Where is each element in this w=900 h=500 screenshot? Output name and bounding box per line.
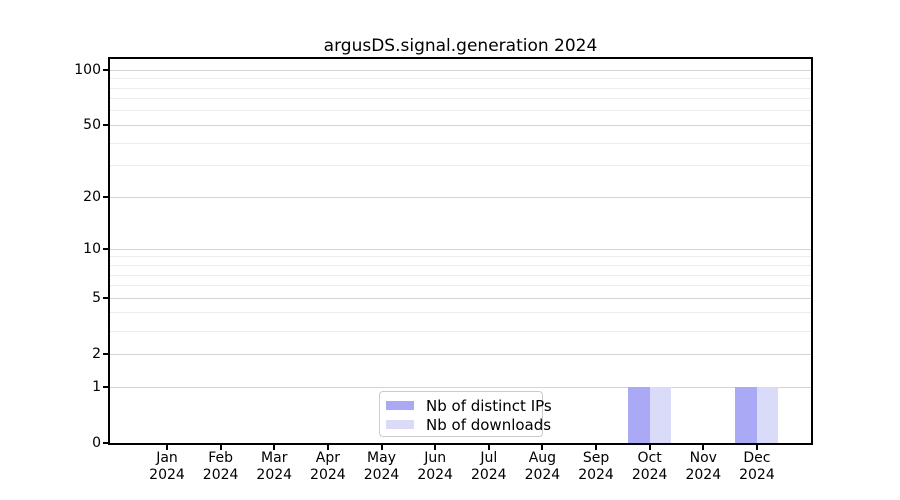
gridline-minor — [110, 256, 811, 258]
gridline-major — [110, 124, 811, 126]
x-tick-year: 2024 — [310, 467, 346, 483]
gridline-minor — [110, 265, 811, 266]
plot-border — [108, 57, 813, 445]
chart-title: argusDS.signal.generation 2024 — [323, 36, 598, 56]
x-tick-year: 2024 — [256, 467, 293, 483]
x-tick-label: Mar 2024 — [234, 450, 314, 484]
x-tick-label: Feb 2024 — [181, 450, 261, 484]
y-tick-label: 20 — [83, 189, 101, 206]
y-tick-label: 2 — [92, 346, 101, 363]
x-tick-label: Jun 2024 — [395, 450, 475, 484]
x-tick-year: 2024 — [417, 467, 453, 483]
x-tick-label: Dec 2024 — [717, 450, 797, 484]
y-tick-label: 100 — [74, 62, 101, 79]
x-tick — [166, 445, 168, 450]
x-tick-year: 2024 — [149, 467, 185, 483]
y-tick — [103, 386, 108, 388]
x-tick-year: 2024 — [631, 467, 668, 483]
gridline-major — [110, 196, 811, 198]
y-tick-label: 1 — [92, 379, 101, 395]
gridline-minor — [110, 110, 811, 112]
x-tick-month: Feb — [208, 450, 234, 466]
x-tick-year: 2024 — [202, 467, 239, 483]
gridline-major — [110, 248, 811, 250]
gridline-minor — [110, 285, 811, 287]
legend-swatch — [386, 420, 414, 429]
y-tick-label: 0 — [92, 435, 101, 451]
y-tick-label: 10 — [83, 241, 101, 258]
x-tick-month: Jun — [424, 450, 447, 466]
y-tick — [103, 196, 108, 199]
x-tick-month: May — [367, 450, 396, 466]
y-tick — [103, 442, 108, 444]
y-tick — [103, 248, 108, 251]
x-tick-label: Oct 2024 — [610, 450, 690, 484]
x-tick-label: Jul 2024 — [449, 450, 529, 484]
legend-item: Nb of distinct IPs — [380, 396, 552, 415]
gridline-minor — [110, 274, 811, 276]
x-tick — [595, 445, 598, 450]
legend: Nb of distinct IPs Nb of downloads — [379, 391, 552, 437]
x-tick-month: Oct — [637, 450, 662, 466]
x-tick — [702, 445, 705, 450]
x-tick-month: Aug — [528, 450, 557, 466]
x-tick-label: Nov 2024 — [663, 450, 743, 484]
x-tick-year: 2024 — [524, 467, 561, 483]
x-tick-year: 2024 — [685, 467, 722, 483]
gridline-major — [110, 386, 811, 388]
x-tick — [380, 445, 383, 450]
x-tick — [755, 445, 758, 450]
x-tick-month: Jul — [480, 450, 498, 466]
x-tick-label: Aug 2024 — [502, 450, 582, 484]
x-tick — [541, 445, 544, 450]
x-tick — [648, 445, 651, 450]
legend-item-label: Nb of downloads — [426, 415, 552, 434]
gridline-minor — [110, 330, 811, 332]
bar-downloads — [649, 387, 672, 443]
legend-item: Nb of downloads — [380, 415, 551, 434]
gridline-minor — [110, 98, 811, 100]
bar-distinct-ips — [735, 387, 757, 443]
bar-distinct-ips — [628, 387, 650, 443]
gridline-minor — [110, 312, 811, 314]
gridline-minor — [110, 142, 811, 144]
x-tick-year: 2024 — [470, 467, 507, 483]
x-tick-label: Jan 2024 — [127, 450, 207, 484]
gridline-major — [110, 353, 811, 355]
y-tick — [103, 297, 108, 300]
gridline-major — [110, 297, 811, 299]
y-tick-label: 5 — [92, 290, 101, 307]
x-tick-label: Sep 2024 — [556, 450, 636, 484]
x-tick-month: Mar — [261, 450, 288, 466]
y-tick — [103, 69, 108, 72]
x-tick-month: Apr — [315, 450, 340, 466]
x-tick-year: 2024 — [363, 467, 400, 483]
x-tick-year: 2024 — [578, 467, 614, 483]
x-tick — [273, 445, 276, 450]
x-tick — [219, 445, 222, 450]
x-tick-month: Sep — [582, 450, 610, 466]
bar-downloads — [756, 387, 779, 443]
x-tick — [434, 445, 437, 450]
gridline-minor — [110, 165, 811, 167]
x-tick-label: Apr 2024 — [288, 450, 368, 484]
x-tick-label: May 2024 — [342, 450, 422, 484]
y-tick-label: 50 — [83, 117, 101, 134]
gridline-major — [110, 69, 811, 71]
x-tick-month: Nov — [689, 450, 717, 466]
x-tick-year: 2024 — [739, 467, 775, 483]
legend-swatch — [386, 401, 414, 410]
legend-item-label: Nb of distinct IPs — [426, 396, 552, 415]
gridline-minor — [110, 87, 811, 89]
y-tick — [103, 124, 108, 127]
x-tick-month: Jan — [156, 450, 178, 466]
x-tick-month: Dec — [743, 450, 771, 466]
y-tick — [103, 353, 108, 356]
x-tick — [326, 445, 329, 450]
x-tick — [487, 445, 490, 450]
gridline-minor — [110, 78, 811, 80]
